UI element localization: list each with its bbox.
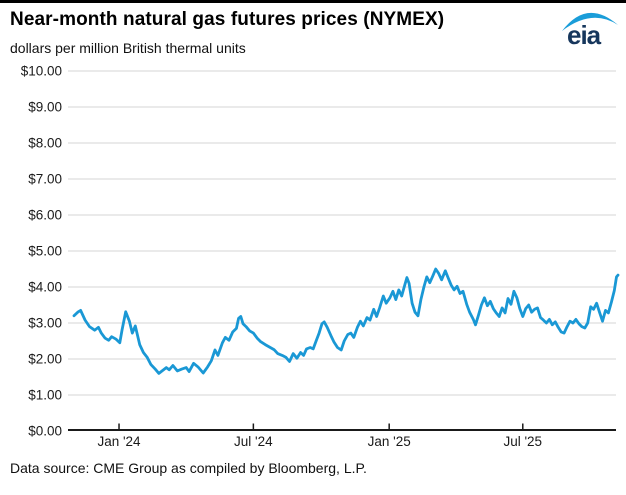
y-axis-label: $2.00 (28, 352, 62, 367)
y-axis-label: $5.00 (28, 244, 62, 259)
eia-swoosh-icon (562, 12, 618, 31)
y-axis-label: $3.00 (28, 316, 62, 331)
y-axis-label: $10.00 (21, 64, 62, 79)
price-line (72, 267, 620, 375)
y-axis-label: $0.00 (28, 424, 62, 439)
y-axis-label: $4.00 (28, 280, 62, 295)
y-axis-label: $9.00 (28, 100, 62, 115)
x-axis-label: Jul '25 (503, 434, 542, 449)
data-source: Data source: CME Group as compiled by Bl… (10, 460, 367, 476)
y-axis-label: $7.00 (28, 172, 62, 187)
chart-title: Near-month natural gas futures prices (N… (10, 9, 445, 30)
x-axis-label: Jan '24 (97, 434, 141, 449)
top-border (0, 0, 626, 3)
x-axis-label: Jan '25 (368, 434, 411, 449)
eia-logo: eia (560, 6, 620, 50)
y-axis-label: $6.00 (28, 208, 62, 223)
y-axis-label: $8.00 (28, 136, 62, 151)
eia-logo-graphic: eia (562, 12, 618, 50)
eia-logo-text: eia (567, 20, 602, 48)
x-axis-label: Jul '24 (234, 434, 273, 449)
chart-subtitle: dollars per million British thermal unit… (10, 40, 246, 56)
y-axis-label: $1.00 (28, 388, 62, 403)
